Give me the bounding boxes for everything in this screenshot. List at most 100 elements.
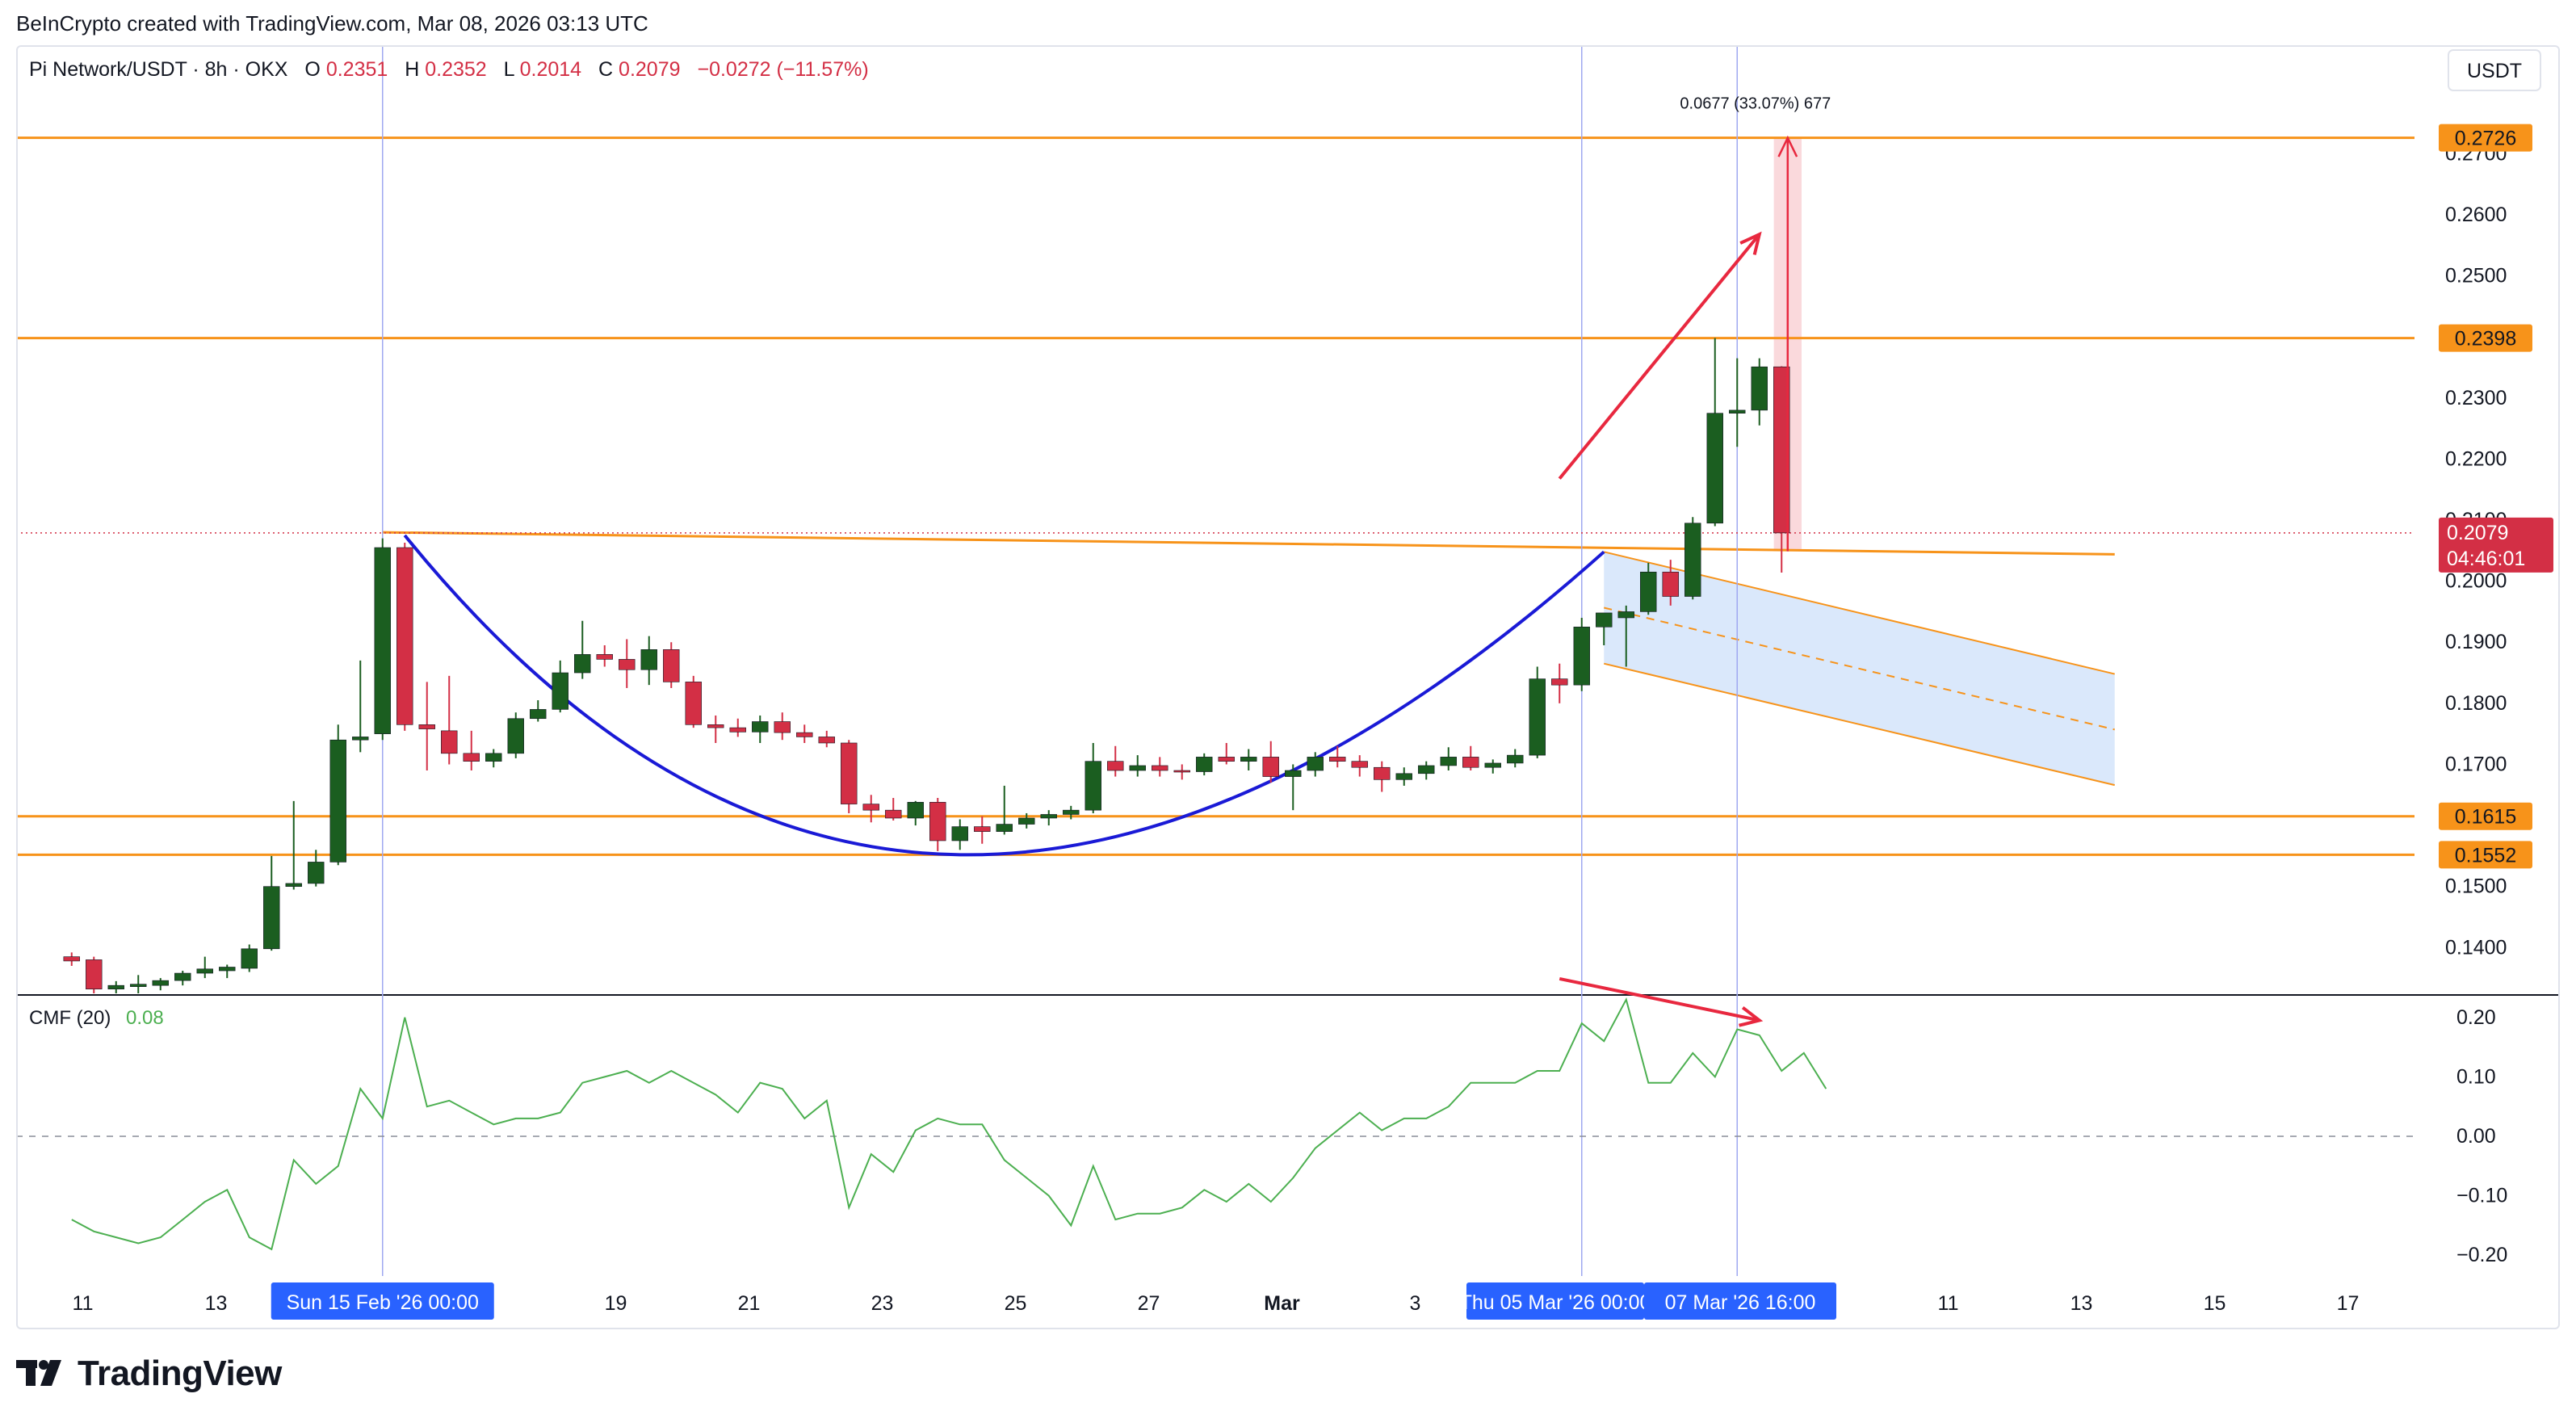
- divergence-arrow: [1559, 976, 1760, 1022]
- candle-body: [485, 753, 502, 762]
- candle-66: [1529, 666, 1546, 758]
- candle-20: [507, 712, 524, 758]
- legend-low-label: L: [504, 58, 515, 81]
- candle-12: [329, 724, 346, 866]
- candle-60: [1395, 767, 1412, 786]
- tradingview-logo-icon: [16, 1360, 61, 1386]
- candle-25: [619, 639, 636, 688]
- level-tag-bg: [2439, 324, 2532, 352]
- candle-body: [619, 659, 636, 670]
- overlay-layer: 0.0677 (33.07%) 677: [1558, 95, 1831, 1027]
- candle-56: [1307, 752, 1324, 777]
- cmf-layer: [16, 997, 2414, 1251]
- candle-body: [507, 718, 524, 754]
- candle-48: [1129, 755, 1146, 777]
- candle-28: [685, 675, 702, 728]
- breakout-arrow: [1558, 233, 1761, 480]
- cmf-tick-0: 0.20: [2456, 1006, 2496, 1029]
- candle-22: [552, 660, 568, 713]
- candle-19: [485, 749, 502, 768]
- legend-open-value: 0.2351: [326, 58, 388, 81]
- candle-13: [352, 660, 369, 753]
- candle-body: [752, 721, 769, 732]
- measure-label: 0.0677 (33.07%) 677: [1680, 95, 1831, 113]
- level-tag-label: 0.1615: [2455, 806, 2516, 829]
- cmf-tick-1: 0.10: [2456, 1065, 2496, 1088]
- price-tick-2: 0.2500: [2445, 265, 2507, 288]
- cmf-legend: CMF (20) 0.08: [29, 1007, 164, 1029]
- candle-body: [107, 984, 124, 990]
- attribution: BeInCrypto created with TradingView.com,…: [16, 11, 648, 36]
- candle-body: [1684, 523, 1701, 597]
- time-tick-7: 27: [1138, 1292, 1160, 1315]
- date-tag-bg: [271, 1282, 494, 1320]
- candle-63: [1462, 745, 1479, 771]
- candle-body: [374, 547, 391, 734]
- candle-15: [396, 542, 413, 731]
- candle-54: [1262, 741, 1279, 783]
- price-tick-6: 0.2000: [2445, 570, 2507, 593]
- currency-button[interactable]: USDT: [2448, 49, 2541, 91]
- candle-body: [1640, 571, 1657, 612]
- axes-layer: 0.27000.26000.25000.23000.22000.21000.20…: [73, 124, 2553, 1320]
- candle-30: [729, 718, 746, 737]
- candle-24: [596, 645, 613, 667]
- candle-71: [1640, 562, 1657, 615]
- time-tick-11: 13: [2070, 1292, 2093, 1315]
- candle-body: [152, 980, 169, 986]
- candle-body: [885, 809, 902, 819]
- time-tick-5: 23: [871, 1292, 894, 1315]
- date-tag-bg: [1644, 1282, 1836, 1320]
- candle-body: [796, 732, 813, 737]
- candle-62: [1440, 747, 1457, 771]
- candle-body: [1662, 571, 1679, 597]
- candle-body: [1063, 809, 1080, 815]
- channel-median: [1604, 607, 2115, 731]
- candle-body: [1262, 757, 1279, 777]
- candle-body: [1529, 678, 1546, 756]
- candle-0: [63, 952, 80, 966]
- time-tick-13: 17: [2337, 1292, 2360, 1315]
- legend-symbol: Pi Network/USDT · 8h · OKX: [29, 58, 288, 81]
- candle-body: [285, 883, 302, 887]
- candle-46: [1085, 742, 1101, 813]
- currency-label: USDT: [2467, 60, 2522, 82]
- candle-6: [196, 956, 213, 979]
- candle-body: [663, 649, 680, 682]
- candle-body: [1706, 413, 1723, 524]
- date-tag-label: Sun 15 Feb '26 00:00: [287, 1291, 479, 1314]
- legend-close-value: 0.2079: [619, 58, 680, 81]
- candle-5: [174, 971, 191, 986]
- candle-44: [1040, 810, 1057, 826]
- candle-14: [374, 538, 391, 741]
- candle-body: [63, 956, 80, 962]
- candle-body: [707, 724, 724, 728]
- level-tag-bg: [2439, 841, 2532, 869]
- time-tick-3: 19: [605, 1292, 627, 1315]
- tradingview-brand: TradingView: [78, 1354, 282, 1393]
- candle-body: [86, 959, 103, 990]
- price-tick-7: 0.1900: [2445, 631, 2507, 653]
- candle-body: [352, 737, 369, 741]
- candle-body: [1484, 762, 1501, 768]
- candle-11: [308, 850, 325, 887]
- cmf-label: CMF (20): [29, 1007, 111, 1029]
- last-price-value: 0.2079: [2447, 522, 2508, 544]
- breakout-arrowhead: [1739, 231, 1762, 255]
- header: BeInCrypto created with TradingView.com,…: [0, 0, 2576, 45]
- cmf-tick-2: 0.00: [2456, 1125, 2496, 1148]
- candle-body: [441, 730, 458, 754]
- date-tag-0: Sun 15 Feb '26 00:00: [271, 1282, 494, 1320]
- candle-body: [1751, 366, 1768, 411]
- candle-35: [841, 740, 858, 813]
- candle-69: [1596, 612, 1613, 646]
- time-tick-10: 11: [1938, 1292, 1959, 1315]
- legend-open-label: O: [304, 58, 320, 81]
- candle-41: [974, 816, 991, 844]
- candle-27: [663, 642, 680, 688]
- legend-change: −0.0272 (−11.57%): [697, 58, 868, 81]
- candle-body: [130, 984, 147, 987]
- candle-49: [1152, 757, 1168, 777]
- candle-37: [885, 798, 902, 821]
